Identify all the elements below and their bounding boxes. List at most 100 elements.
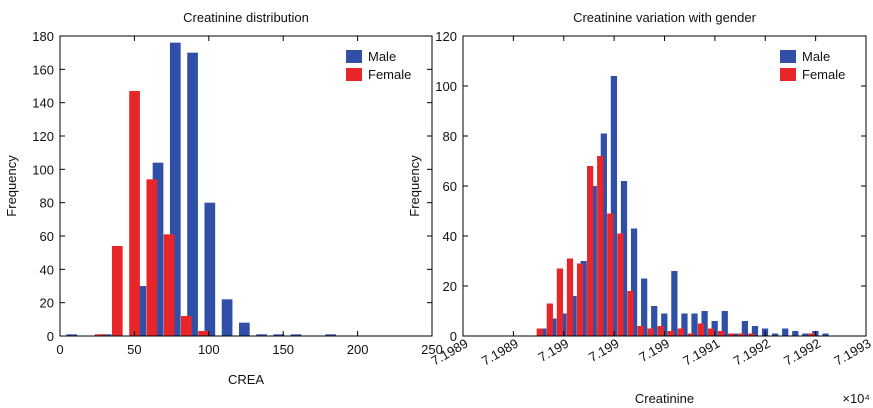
- bar: [728, 333, 735, 336]
- chart-title: Creatinine variation with gender: [573, 10, 756, 25]
- bar: [187, 52, 198, 337]
- legend-swatch: [780, 68, 796, 81]
- bar: [610, 76, 618, 336]
- bar: [566, 258, 574, 336]
- bar: [772, 333, 779, 336]
- bar: [691, 313, 698, 336]
- bar: [617, 233, 624, 336]
- y-tick-label: 60: [443, 179, 457, 194]
- bar: [808, 333, 815, 336]
- bar: [751, 326, 759, 336]
- y-tick-label: 20: [40, 296, 54, 311]
- bar: [590, 186, 597, 336]
- bar: [607, 213, 614, 336]
- bar: [273, 334, 285, 336]
- bar: [238, 322, 250, 336]
- bar: [661, 313, 668, 336]
- y-tick-label: 60: [40, 229, 54, 244]
- bar: [111, 246, 123, 336]
- x-tick-label: 0: [56, 342, 63, 357]
- bar: [290, 334, 302, 336]
- y-tick-label: 120: [435, 29, 457, 44]
- bar: [822, 333, 829, 336]
- bar: [546, 303, 553, 336]
- bar: [94, 334, 106, 336]
- bar: [570, 296, 577, 336]
- y-tick-label: 100: [32, 162, 54, 177]
- bar: [738, 333, 745, 336]
- bar: [627, 291, 634, 336]
- bar: [536, 328, 543, 336]
- x-tick-label: 7.1993: [832, 336, 873, 369]
- bar: [677, 328, 684, 336]
- bar: [587, 166, 594, 336]
- bar: [731, 333, 738, 336]
- y-axis-label: Frequency: [407, 155, 422, 217]
- y-tick-label: 180: [32, 29, 54, 44]
- bar: [630, 228, 638, 336]
- y-tick-label: 160: [32, 62, 54, 77]
- bar: [667, 331, 674, 336]
- bar: [325, 334, 337, 336]
- x-tick-label: 200: [347, 342, 369, 357]
- bar: [657, 326, 664, 336]
- x-multiplier: ×10⁴: [842, 391, 870, 406]
- x-tick-label: 7.1992: [731, 336, 773, 369]
- y-tick-label: 80: [40, 196, 54, 211]
- legend-label: Male: [802, 49, 830, 64]
- bar: [540, 328, 547, 336]
- bar: [711, 321, 718, 336]
- bar: [180, 316, 192, 336]
- bar: [560, 313, 567, 336]
- x-axis-label: CREA: [228, 372, 264, 387]
- bar: [707, 328, 715, 336]
- y-tick-label: 0: [47, 329, 54, 344]
- legend-label: Female: [802, 67, 845, 82]
- plot: [536, 76, 829, 336]
- x-tick-label: 100: [198, 342, 220, 357]
- legend-swatch: [346, 68, 362, 81]
- legend-swatch: [346, 50, 362, 63]
- x-tick-label: 7.1989: [479, 336, 521, 369]
- y-tick-label: 20: [443, 279, 457, 294]
- bar: [100, 334, 112, 336]
- bar: [717, 331, 725, 336]
- bar: [741, 321, 749, 336]
- bar: [651, 306, 658, 336]
- bar: [221, 299, 233, 336]
- bar: [198, 331, 209, 336]
- bar: [681, 313, 688, 336]
- y-tick-label: 120: [32, 129, 54, 144]
- x-tick-label: 7.199: [536, 336, 572, 365]
- x-axis-label: Creatinine: [635, 391, 694, 406]
- bar: [163, 234, 175, 336]
- bar: [146, 179, 158, 336]
- bar: [802, 333, 809, 336]
- bar: [169, 42, 181, 337]
- bar: [256, 334, 267, 336]
- x-tick-label: 250: [421, 342, 443, 357]
- bar: [620, 181, 628, 336]
- x-tick-label: 7.1992: [781, 336, 823, 369]
- legend-label: Male: [368, 49, 396, 64]
- chart-title: Creatinine distribution: [183, 10, 309, 25]
- x-tick-label: 7.1991: [680, 336, 722, 369]
- bar: [129, 91, 140, 336]
- bar: [782, 328, 789, 336]
- y-tick-label: 0: [450, 329, 457, 344]
- bar: [697, 323, 705, 336]
- y-axis-label: Frequency: [4, 155, 19, 217]
- bar: [647, 328, 654, 336]
- y-tick-label: 40: [40, 262, 54, 277]
- bar: [135, 286, 147, 336]
- y-tick-label: 100: [435, 79, 457, 94]
- bar: [671, 271, 678, 336]
- axis-box: [59, 35, 433, 337]
- plot: [66, 42, 337, 337]
- y-tick-label: 80: [443, 129, 457, 144]
- bar: [597, 156, 604, 336]
- x-tick-label: 7.199: [586, 336, 622, 365]
- bar: [576, 263, 584, 336]
- x-tick-label: 7.199: [636, 336, 672, 365]
- bar: [556, 268, 564, 336]
